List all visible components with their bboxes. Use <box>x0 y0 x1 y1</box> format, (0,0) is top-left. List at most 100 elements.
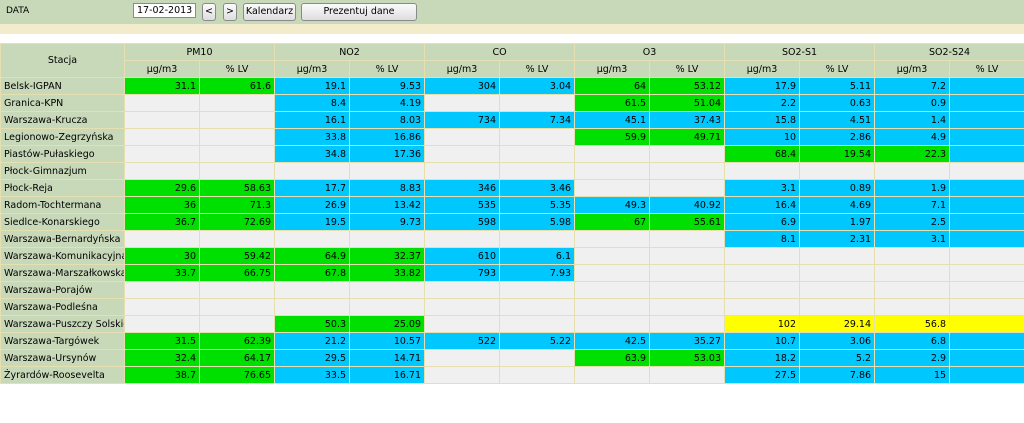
value-cell: 2.5 <box>874 213 951 231</box>
value-cell: 16.4 <box>724 196 801 214</box>
value-cell: 15 <box>874 366 951 384</box>
value-cell <box>499 230 576 248</box>
toolbar: DATA < > Kalendarz Prezentuj dane <box>0 0 1024 24</box>
value-cell: 33.8 <box>274 128 351 146</box>
show-data-button[interactable]: Prezentuj dane <box>301 3 417 21</box>
value-cell <box>649 230 726 248</box>
value-cell: 64 <box>574 77 651 95</box>
station-name: Warszawa-Bernardyńska <box>0 230 125 248</box>
value-cell <box>198 111 276 129</box>
value-cell: 8.83 <box>349 179 426 197</box>
value-cell: 37.43 <box>649 111 726 129</box>
pollutant-header: NO2 <box>274 43 426 61</box>
value-cell: 1.9 <box>874 179 951 197</box>
value-cell <box>949 264 1024 282</box>
value-cell: 67 <box>574 213 651 231</box>
value-cell <box>874 281 951 299</box>
value-cell: 72.69 <box>198 213 276 231</box>
station-name: Warszawa-Porajów <box>0 281 125 299</box>
value-cell: 33.82 <box>349 264 426 282</box>
calendar-button[interactable]: Kalendarz <box>243 3 296 21</box>
value-cell <box>198 145 276 163</box>
table-row: Siedlce-Konarskiego 36.7 72.69 19.5 9.73 598 5… <box>0 213 1024 231</box>
pollutant-header: PM10 <box>123 43 276 61</box>
value-cell: 6.9 <box>724 213 801 231</box>
value-cell: 25.09 <box>349 315 426 333</box>
value-cell: 346 <box>424 179 501 197</box>
unit-header: µg/m3 <box>274 60 351 78</box>
value-cell <box>649 247 726 265</box>
value-cell: 36 <box>124 196 200 214</box>
value-cell: 71.3 <box>198 196 276 214</box>
value-cell <box>424 94 501 112</box>
value-cell <box>124 94 200 112</box>
value-cell <box>574 247 651 265</box>
value-cell <box>649 145 726 163</box>
value-cell: 8.03 <box>349 111 426 129</box>
unit-header: µg/m3 <box>424 60 501 78</box>
value-cell <box>949 111 1024 129</box>
next-day-button[interactable]: > <box>223 3 237 21</box>
value-cell: 67.8 <box>274 264 351 282</box>
station-name: Warszawa-Podleśna <box>0 298 125 316</box>
value-cell: 2.2 <box>724 94 801 112</box>
value-cell: 3.46 <box>499 179 576 197</box>
station-name: Granica-KPN <box>0 94 125 112</box>
value-cell <box>724 298 801 316</box>
value-cell: 13.42 <box>349 196 426 214</box>
table-body: Belsk-IGPAN 31.1 61.6 19.1 9.53 304 3.04 64 53.1… <box>0 77 1024 384</box>
value-cell: 49.71 <box>649 128 726 146</box>
value-cell: 32.37 <box>349 247 426 265</box>
value-cell <box>499 349 576 367</box>
value-cell: 3.06 <box>799 332 876 350</box>
value-cell <box>424 366 501 384</box>
value-cell: 4.69 <box>799 196 876 214</box>
value-cell: 5.98 <box>499 213 576 231</box>
table-row: Piastów-Pułaskiego 34.8 17.36 68.4 19.54 22.3 <box>0 145 1024 163</box>
value-cell: 14.71 <box>349 349 426 367</box>
value-cell: 50.3 <box>274 315 351 333</box>
value-cell: 27.5 <box>724 366 801 384</box>
value-cell: 9.53 <box>349 77 426 95</box>
value-cell <box>424 145 501 163</box>
table-row: Legionowo-Zegrzyńska 33.8 16.86 59.9 49.71 10… <box>0 128 1024 146</box>
value-cell: 734 <box>424 111 501 129</box>
date-input[interactable] <box>133 3 196 18</box>
table-row: Warszawa-Marszałkowska 33.7 66.75 67.8 33.82… <box>0 264 1024 282</box>
value-cell <box>949 281 1024 299</box>
value-cell <box>949 315 1024 333</box>
value-cell <box>574 281 651 299</box>
unit-header: µg/m3 <box>574 60 651 78</box>
value-cell: 1.4 <box>874 111 951 129</box>
table-row: Granica-KPN 8.4 4.19 61.5 51.04 2.2 0.63 0.9 <box>0 94 1024 112</box>
value-cell <box>874 247 951 265</box>
value-cell: 16.71 <box>349 366 426 384</box>
value-cell: 102 <box>724 315 801 333</box>
value-cell <box>499 94 576 112</box>
value-cell <box>724 247 801 265</box>
value-cell: 17.9 <box>724 77 801 95</box>
value-cell: 63.9 <box>574 349 651 367</box>
value-cell <box>574 315 651 333</box>
value-cell <box>649 315 726 333</box>
value-cell: 4.19 <box>349 94 426 112</box>
value-cell: 19.54 <box>799 145 876 163</box>
value-cell <box>949 162 1024 180</box>
value-cell <box>724 264 801 282</box>
value-cell <box>874 298 951 316</box>
value-cell: 0.63 <box>799 94 876 112</box>
value-cell: 31.1 <box>124 77 200 95</box>
value-cell <box>424 162 501 180</box>
value-cell <box>424 349 501 367</box>
value-cell <box>424 128 501 146</box>
value-cell <box>949 196 1024 214</box>
station-name: Piastów-Pułaskiego <box>0 145 125 163</box>
value-cell <box>499 162 576 180</box>
value-cell: 9.73 <box>349 213 426 231</box>
value-cell <box>499 366 576 384</box>
lv-header: % LV <box>799 60 876 78</box>
prev-day-button[interactable]: < <box>202 3 216 21</box>
value-cell: 7.2 <box>874 77 951 95</box>
lv-header: % LV <box>349 60 426 78</box>
table-row: Warszawa-Porajów <box>0 281 1024 299</box>
